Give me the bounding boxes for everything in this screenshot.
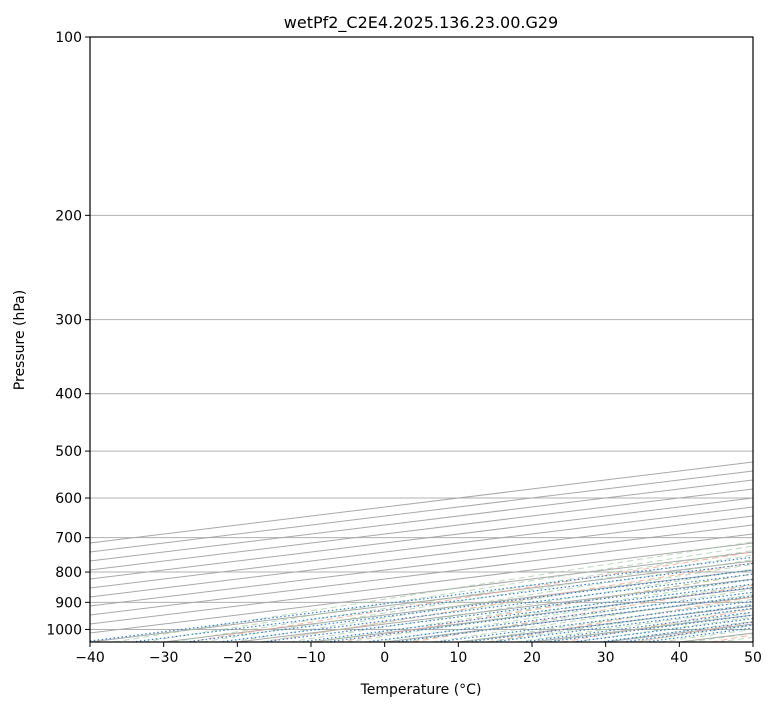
y-tick-label: 200: [55, 208, 82, 224]
y-tick-label: 300: [55, 313, 82, 329]
y-axis-label: Pressure (hPa): [12, 290, 28, 390]
y-tick-label: 500: [55, 444, 82, 460]
x-axis-label: Temperature (°C): [360, 682, 482, 698]
x-tick-label: 20: [523, 650, 541, 666]
x-tick-label: 10: [449, 650, 467, 666]
y-tick-label: 1000: [46, 622, 82, 638]
x-tick-label: −20: [223, 650, 253, 666]
x-tick-label: 40: [670, 650, 688, 666]
chart-title: wetPf2_C2E4.2025.136.23.00.G29: [284, 13, 558, 33]
x-tick-label: 50: [744, 650, 762, 666]
y-tick-label: 600: [55, 491, 82, 507]
y-tick-label: 800: [55, 565, 82, 581]
x-tick-label: −10: [296, 650, 326, 666]
x-tick-label: 30: [597, 650, 615, 666]
x-tick-label: 0: [380, 650, 389, 666]
y-tick-label: 700: [55, 531, 82, 547]
y-tick-label: 100: [55, 30, 82, 46]
y-tick-label: 900: [55, 595, 82, 611]
x-tick-label: −40: [75, 650, 105, 666]
x-tick-label: −30: [149, 650, 179, 666]
y-tick-label: 400: [55, 387, 82, 403]
